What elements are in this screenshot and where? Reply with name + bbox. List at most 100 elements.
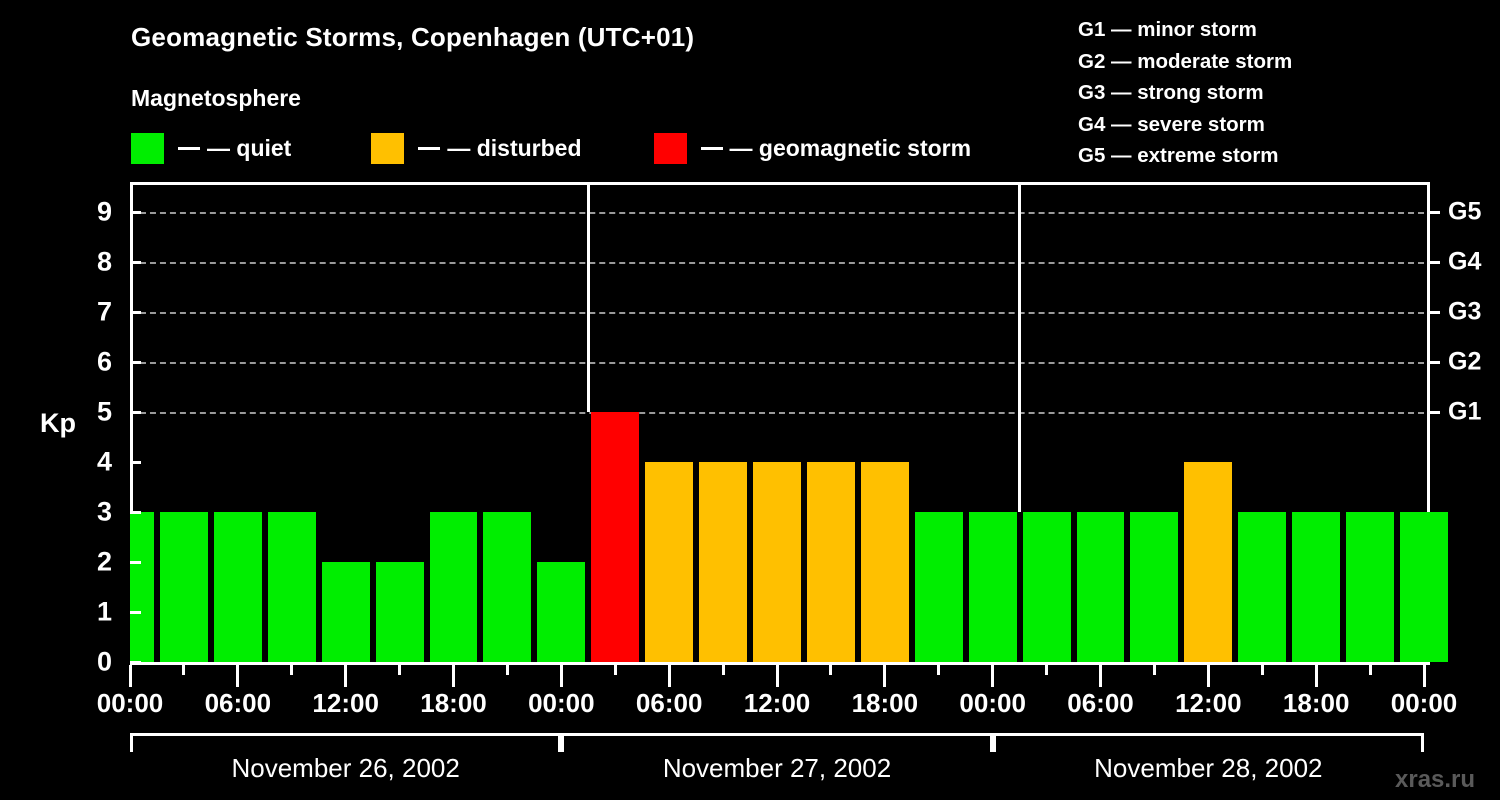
bar xyxy=(806,462,855,662)
bar xyxy=(968,512,1017,662)
x-tick-label-5: 06:00 xyxy=(635,688,703,718)
y-tick-7 xyxy=(130,311,141,314)
date-bracket-tick xyxy=(989,733,993,752)
gridline-kp-8 xyxy=(130,262,1424,264)
legend-swatch-quiet xyxy=(131,133,164,164)
bar xyxy=(591,412,640,662)
x-tick-48h xyxy=(991,665,995,687)
y-tick-label-1: 1 xyxy=(96,596,112,627)
bar xyxy=(1400,512,1448,662)
y-tick-2 xyxy=(130,561,141,564)
g-tick-label-G3: G3 xyxy=(1448,297,1482,326)
gridline-kp-5 xyxy=(130,412,1424,414)
date-bracket-0 xyxy=(130,733,562,736)
g-tick-G4 xyxy=(1427,261,1440,264)
x-tick-label-12: 00:00 xyxy=(1390,688,1458,718)
x-tick-15h xyxy=(398,665,402,675)
legend-dash-icon xyxy=(700,147,723,150)
y-tick-8 xyxy=(130,261,141,264)
plot-area-frame xyxy=(130,182,1430,665)
bar xyxy=(1238,512,1287,662)
x-tick-69h xyxy=(1368,665,1372,675)
x-tick-label-9: 06:00 xyxy=(1067,688,1134,718)
bar xyxy=(321,562,370,662)
y-tick-label-9: 9 xyxy=(96,196,112,227)
g-scale-legend: G1 — minor storm G2 — moderate storm G3 … xyxy=(1078,14,1292,172)
x-tick-label-0: 00:00 xyxy=(96,688,164,718)
y-tick-label-8: 8 xyxy=(96,246,112,277)
x-tick-24h xyxy=(559,665,563,687)
legend-label-quiet: — quiet xyxy=(207,135,292,161)
g-tick-label-G1: G1 xyxy=(1448,397,1482,426)
date-bracket-2 xyxy=(992,733,1424,736)
bar xyxy=(1184,462,1233,662)
bar xyxy=(753,462,801,662)
gridline-kp-6 xyxy=(130,362,1424,364)
x-tick-3h xyxy=(182,665,186,675)
date-bracket-tick xyxy=(558,733,562,752)
x-tick-39h xyxy=(829,665,833,675)
y-tick-label-4: 4 xyxy=(96,446,112,477)
gridline-kp-7 xyxy=(130,312,1424,314)
plot-area xyxy=(130,182,1448,662)
g-tick-G1 xyxy=(1427,411,1440,414)
legend-swatch-storm xyxy=(653,133,687,164)
x-tick-12h xyxy=(344,665,348,687)
x-tick-label-2: 12:00 xyxy=(312,688,379,718)
g-tick-G2 xyxy=(1427,361,1440,364)
bar xyxy=(267,512,316,662)
x-tick-label-11: 18:00 xyxy=(1282,688,1350,718)
x-tick-18h xyxy=(452,665,455,687)
x-tick-label-7: 18:00 xyxy=(851,688,919,718)
bar xyxy=(537,562,586,662)
g-tick-label-G5: G5 xyxy=(1448,197,1482,226)
x-tick-label-8: 00:00 xyxy=(959,688,1026,718)
x-tick-30h xyxy=(667,665,671,687)
day-divider-1 xyxy=(586,182,590,412)
legend-item-quiet: — quiet xyxy=(131,133,291,164)
legend-dash-icon xyxy=(178,147,200,150)
x-tick-label-6: 12:00 xyxy=(743,688,811,718)
y-tick-5 xyxy=(130,411,141,414)
y-tick-0 xyxy=(130,661,141,664)
x-tick-label-1: 06:00 xyxy=(204,688,272,718)
x-tick-33h xyxy=(721,665,725,675)
x-tick-63h xyxy=(1260,665,1264,675)
legend-label-storm: — geomagnetic storm xyxy=(729,135,972,161)
g-axis: G1 G2 G3 G4 G5 xyxy=(1448,182,1500,662)
bar-partial-leading xyxy=(130,512,154,662)
bar xyxy=(1076,512,1125,662)
g-tick-label-G2: G2 xyxy=(1448,347,1482,376)
date-bracket-tick xyxy=(130,733,133,752)
g-tick-label-G4: G4 xyxy=(1448,247,1482,276)
bar xyxy=(1292,512,1341,662)
y-tick-1 xyxy=(130,611,141,614)
day-divider-2 xyxy=(1018,182,1022,512)
date-bracket-tick xyxy=(992,733,996,752)
date-label-0: November 26, 2002 xyxy=(231,753,460,783)
date-bracket-tick xyxy=(1421,733,1424,752)
gridline-kp-9 xyxy=(130,212,1424,214)
x-tick-label-4: 00:00 xyxy=(528,688,595,718)
x-tick-label-10: 12:00 xyxy=(1175,688,1242,718)
bar xyxy=(1346,512,1395,662)
bar xyxy=(375,562,424,662)
y-tick-3 xyxy=(130,511,141,514)
bar xyxy=(1130,512,1179,662)
date-label-2: November 28, 2002 xyxy=(1094,753,1323,783)
x-tick-66h xyxy=(1314,665,1318,687)
legend-item-storm: — geomagnetic storm xyxy=(653,133,972,164)
x-tick-42h xyxy=(883,665,887,687)
g-tick-G3 xyxy=(1427,311,1440,314)
y-axis: 0 1 2 3 4 5 6 7 8 9 xyxy=(58,182,112,677)
x-tick-6h xyxy=(236,665,240,687)
bar xyxy=(699,462,748,662)
g-scale-item-g2: G2 — moderate storm xyxy=(1078,49,1293,73)
date-bracket-tick xyxy=(561,733,565,752)
page-title: Geomagnetic Storms, Copenhagen (UTC+01) xyxy=(131,22,695,52)
y-tick-label-5: 5 xyxy=(96,396,112,427)
y-tick-9 xyxy=(130,211,141,214)
legend-swatch-disturbed xyxy=(371,133,405,164)
g-scale-item-g1: G1 — minor storm xyxy=(1078,18,1257,41)
g-tick-G5 xyxy=(1427,211,1440,214)
